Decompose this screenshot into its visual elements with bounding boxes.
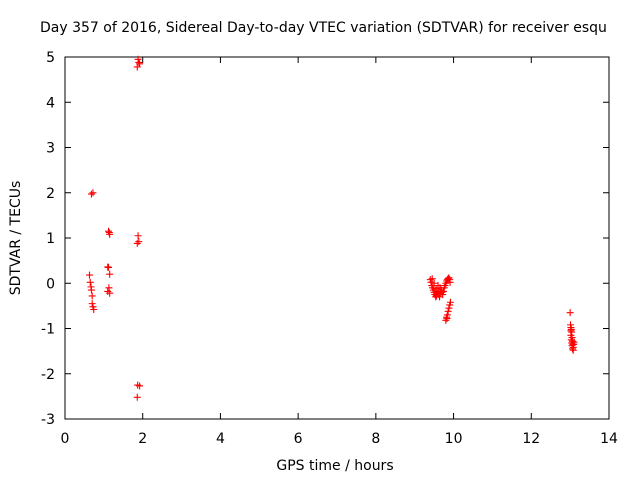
data-point	[442, 316, 450, 324]
data-points	[85, 55, 578, 401]
axis-ticks	[64, 56, 610, 420]
data-point	[85, 271, 93, 279]
data-point	[567, 327, 575, 335]
data-point	[568, 345, 576, 353]
data-point	[430, 279, 438, 287]
y-tick-label: 4	[46, 95, 55, 111]
data-point	[106, 289, 114, 297]
y-tick-labels: -3 -2 -1 0 1 2 3 4 5	[41, 50, 55, 428]
data-point	[566, 309, 574, 317]
y-tick-label: 3	[46, 141, 55, 157]
data-point	[88, 292, 96, 300]
y-tick-label: 2	[46, 186, 55, 202]
data-point	[106, 230, 114, 238]
data-point	[86, 278, 94, 286]
data-point	[427, 278, 435, 286]
data-point	[134, 232, 142, 240]
y-tick-label: -2	[41, 367, 55, 383]
data-point	[135, 238, 143, 246]
data-point	[444, 307, 452, 315]
y-tick-label: 5	[46, 50, 55, 66]
data-point	[445, 304, 453, 312]
data-point	[570, 338, 578, 346]
x-tick-label: 4	[216, 431, 225, 447]
data-point	[87, 190, 95, 198]
data-point	[136, 382, 144, 390]
data-point	[439, 287, 447, 295]
y-tick-label: 0	[46, 276, 55, 292]
data-point	[439, 291, 447, 299]
x-tick-label: 0	[61, 431, 70, 447]
x-tick-labels: 0 2 4 6 8 10 12 14	[61, 431, 618, 447]
x-tick-label: 12	[522, 431, 540, 447]
data-point	[436, 284, 444, 292]
x-tick-label: 10	[445, 431, 463, 447]
y-tick-label: -3	[41, 412, 55, 428]
data-point	[105, 284, 113, 292]
x-tick-label: 14	[600, 431, 618, 447]
plot-frame	[64, 56, 610, 420]
data-point	[135, 58, 143, 66]
y-tick-label: -1	[41, 322, 55, 338]
x-tick-label: 2	[138, 431, 147, 447]
data-point	[87, 286, 95, 294]
data-point	[105, 227, 113, 235]
x-tick-label: 8	[371, 431, 380, 447]
data-point	[428, 275, 436, 283]
data-point	[90, 305, 98, 313]
data-point	[569, 346, 577, 354]
x-tick-label: 6	[294, 431, 303, 447]
data-point	[136, 60, 144, 68]
y-tick-label: 1	[46, 231, 55, 247]
data-point	[446, 298, 454, 306]
data-point	[89, 189, 97, 197]
data-point	[106, 270, 114, 278]
data-point	[88, 300, 96, 308]
x-axis-label: GPS time / hours	[276, 458, 393, 474]
data-point	[133, 239, 141, 247]
data-point	[134, 55, 142, 63]
chart-title: Day 357 of 2016, Sidereal Day-to-day VTE…	[40, 20, 607, 36]
data-point	[446, 278, 454, 286]
y-axis-label: SDTVAR / TECUs	[8, 181, 24, 296]
data-point	[105, 263, 113, 271]
data-point	[444, 275, 452, 283]
data-point	[133, 393, 141, 401]
data-point	[443, 315, 451, 323]
